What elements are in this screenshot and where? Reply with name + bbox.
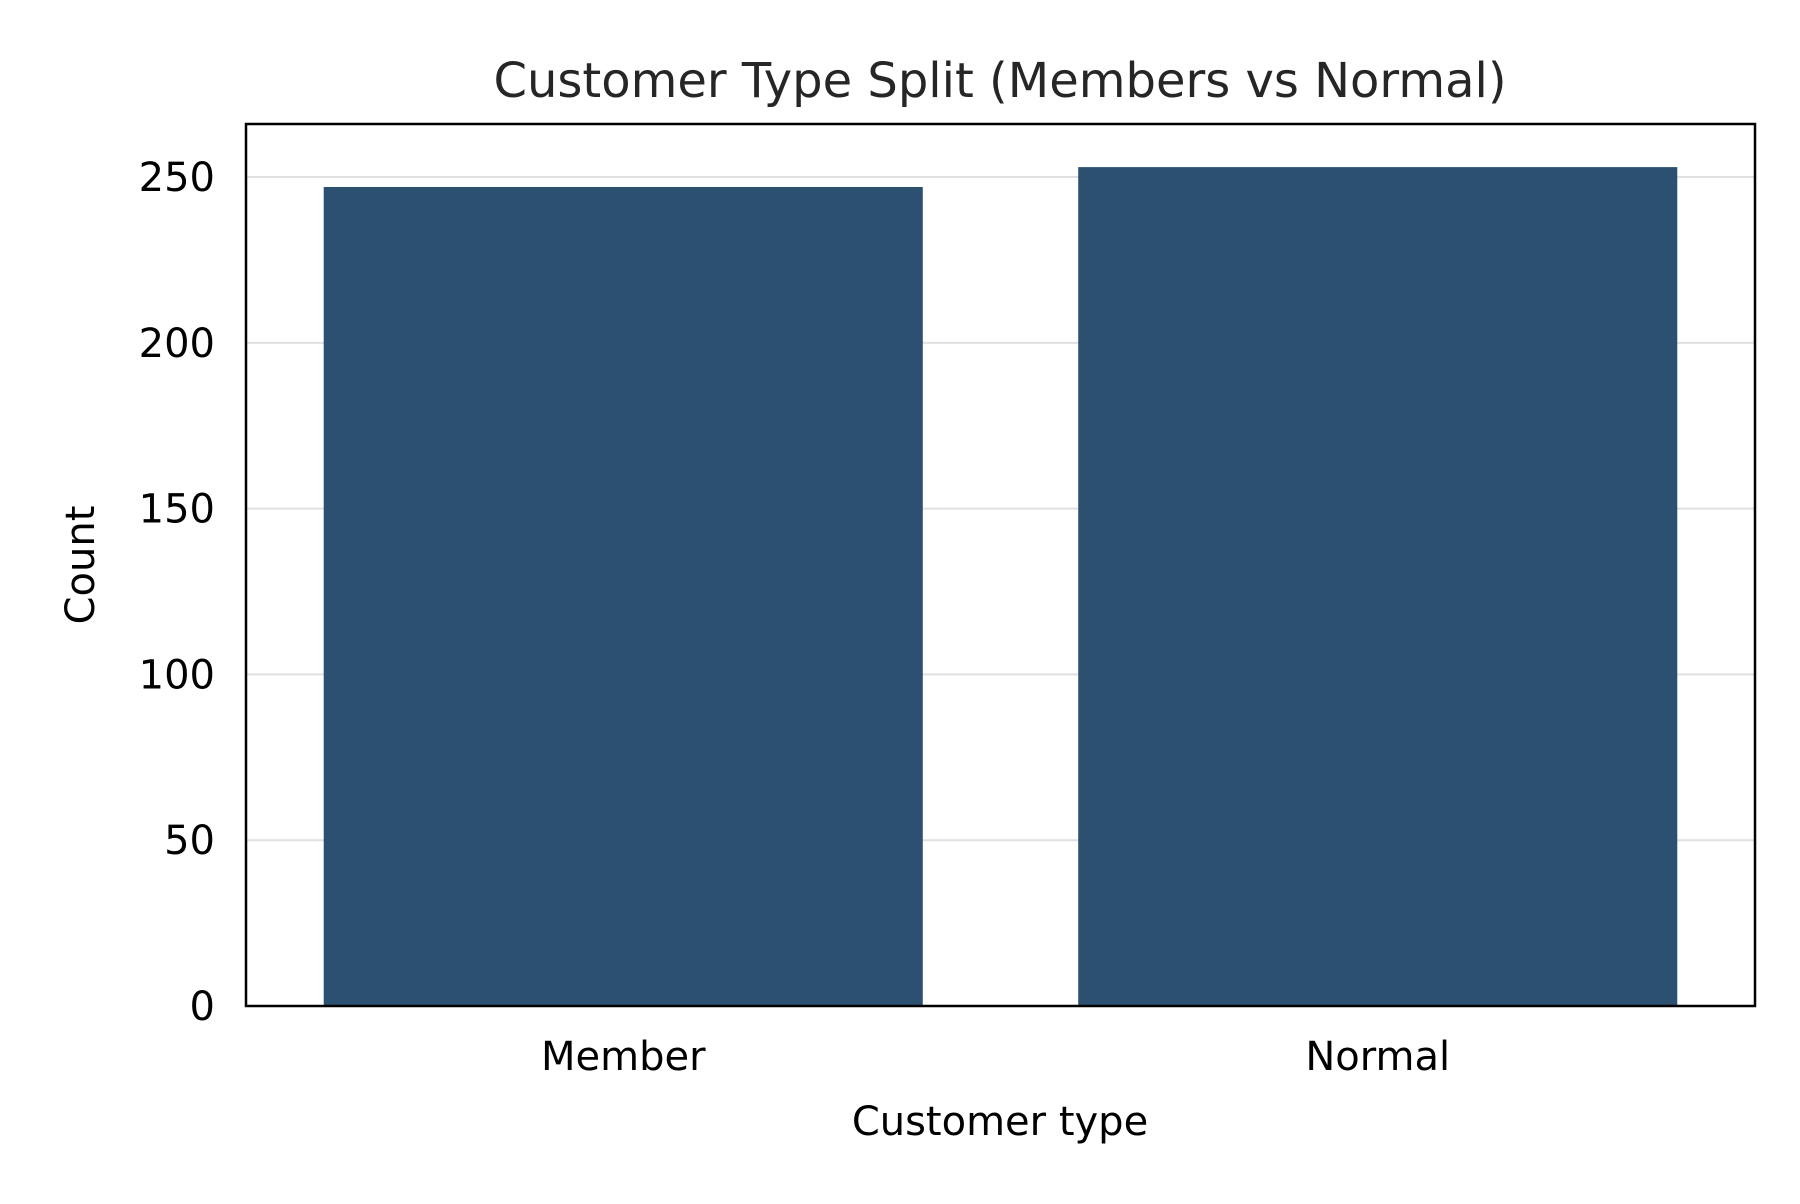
y-axis-label: Count — [58, 506, 104, 625]
plot-frame — [244, 122, 1757, 1008]
y-tick-label: 0 — [190, 984, 215, 1030]
y-tick-label: 100 — [139, 652, 215, 698]
chart-title: Customer Type Split (Members vs Normal) — [493, 53, 1506, 109]
bar-member — [323, 187, 923, 1006]
x-axis-ticks: Member Normal — [541, 1034, 1450, 1080]
x-tick-label: Normal — [1305, 1034, 1450, 1080]
x-tick-label: Member — [541, 1034, 706, 1080]
y-tick-label: 50 — [164, 818, 215, 864]
bar-normal — [1078, 167, 1678, 1006]
bars — [323, 167, 1678, 1006]
y-tick-label: 150 — [139, 487, 215, 533]
y-tick-label: 250 — [139, 155, 215, 201]
x-axis-label: Customer type — [852, 1099, 1148, 1145]
y-axis-ticks: 0 50 100 150 200 250 — [139, 155, 215, 1030]
y-tick-label: 200 — [139, 321, 215, 367]
